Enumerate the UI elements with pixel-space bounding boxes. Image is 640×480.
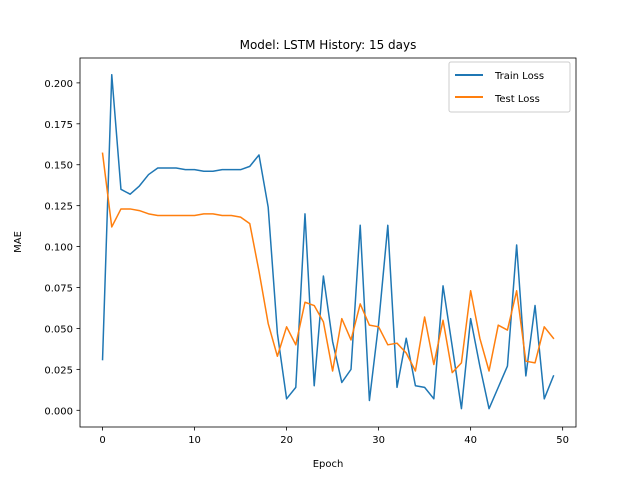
y-tick-label: 0.075 (44, 284, 73, 295)
legend-label-train-loss: Train Loss (494, 71, 544, 82)
y-tick-label: 0.175 (44, 120, 73, 131)
x-tick-label: 0 (99, 435, 105, 446)
y-axis-label: MAE (13, 231, 24, 253)
y-tick-label: 0.000 (44, 406, 73, 417)
legend-label-test-loss: Test Loss (494, 94, 540, 105)
y-tick-label: 0.025 (44, 365, 73, 376)
y-tick-label: 0.125 (44, 202, 73, 213)
y-tick-label: 0.050 (44, 324, 73, 335)
y-tick-label: 0.200 (44, 79, 73, 90)
series-line-test-loss (101, 152, 555, 374)
x-tick-label: 20 (280, 435, 293, 446)
x-tick-label: 50 (556, 435, 569, 446)
y-tick-label: 0.150 (44, 161, 73, 172)
y-axis: 0.000 0.025 0.050 0.075 0.100 0.125 0.150 0.175… (44, 79, 80, 417)
x-tick-label: 10 (188, 435, 201, 446)
plot-frame (79, 57, 577, 428)
chart-title: Model: LSTM History: 15 days (240, 38, 417, 52)
x-axis: 0 10 20 30 40 50 (99, 427, 569, 446)
x-axis-label: Epoch (313, 459, 344, 470)
y-tick-label: 0.100 (44, 243, 73, 254)
x-tick-label: 30 (372, 435, 385, 446)
x-tick-label: 40 (464, 435, 477, 446)
legend: Train Loss Test Loss (448, 61, 571, 113)
series-line-train-loss (101, 73, 555, 410)
plot-lines (101, 73, 555, 410)
